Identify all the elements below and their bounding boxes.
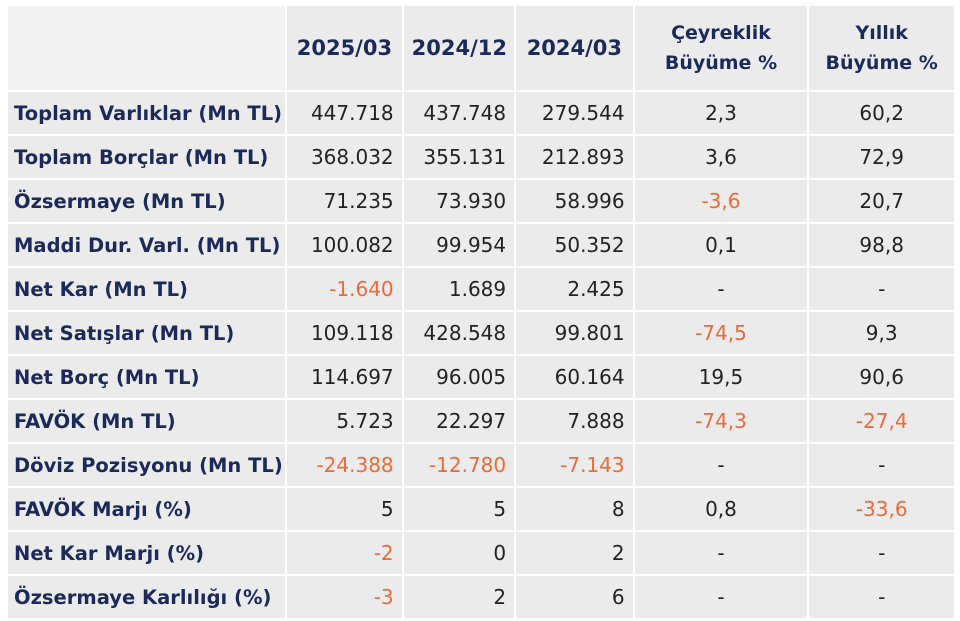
row-label: FAVÖK Marjı (%) — [8, 488, 286, 530]
value-cell: 2.425 — [516, 268, 633, 310]
value-cell: 58.996 — [516, 180, 633, 222]
value-cell: 114.697 — [287, 356, 402, 398]
table-row: Maddi Dur. Varl. (Mn TL) 100.082 99.954 50.… — [8, 224, 954, 266]
value-cell: 368.032 — [287, 136, 402, 178]
table-row: Net Kar Marjı (%) -2 0 2- - — [8, 532, 954, 574]
table-row: Net Satışlar (Mn TL) 109.118 428.548 99.801… — [8, 312, 954, 354]
growth-cell: - — [634, 268, 808, 310]
value-cell: -1.640 — [287, 268, 402, 310]
growth-cell: -74,5 — [634, 312, 808, 354]
growth-cell: -27,4 — [809, 400, 954, 442]
growth-cell: 9,3 — [809, 312, 954, 354]
header-2025-03: 2025/03 — [287, 6, 402, 90]
value-cell: 50.352 — [516, 224, 633, 266]
value-cell: 437.748 — [403, 92, 515, 134]
growth-cell: -3,6 — [634, 180, 808, 222]
growth-cell: - — [809, 268, 954, 310]
value-cell: 6 — [516, 576, 633, 618]
value-cell: 71.235 — [287, 180, 402, 222]
value-cell: 5 — [287, 488, 402, 530]
row-label: Net Kar Marjı (%) — [8, 532, 286, 574]
value-cell: 96.005 — [403, 356, 515, 398]
table-body: Toplam Varlıklar (Mn TL) 447.718 437.748 27… — [8, 92, 954, 618]
value-cell: 60.164 — [516, 356, 633, 398]
table-row: Toplam Borçlar (Mn TL) 368.032 355.131 212.… — [8, 136, 954, 178]
value-cell: 22.297 — [403, 400, 515, 442]
value-cell: 2 — [403, 576, 515, 618]
growth-cell: 20,7 — [809, 180, 954, 222]
value-cell: 355.131 — [403, 136, 515, 178]
value-cell: -3 — [287, 576, 402, 618]
table-row: Döviz Pozisyonu (Mn TL) -24.388 -12.780 -7.… — [8, 444, 954, 486]
growth-cell: -74,3 — [634, 400, 808, 442]
header-2024-03: 2024/03 — [516, 6, 633, 90]
row-label: Özsermaye (Mn TL) — [8, 180, 286, 222]
table-row: Özsermaye (Mn TL) 71.235 73.930 58.996 -3,6 2… — [8, 180, 954, 222]
growth-cell: 72,9 — [809, 136, 954, 178]
growth-cell: -33,6 — [809, 488, 954, 530]
growth-cell: 0,1 — [634, 224, 808, 266]
header-row: 2025/03 2024/12 2024/03 Çeyreklik Büyüme… — [8, 6, 954, 90]
growth-cell: 3,6 — [634, 136, 808, 178]
value-cell: 2 — [516, 532, 633, 574]
table-row: Net Kar (Mn TL) -1.640 1.689 2.425- - — [8, 268, 954, 310]
growth-cell: 90,6 — [809, 356, 954, 398]
value-cell: 8 — [516, 488, 633, 530]
table-row: Özsermaye Karlılığı (%) -3 2 6- - — [8, 576, 954, 618]
value-cell: 447.718 — [287, 92, 402, 134]
row-label: Döviz Pozisyonu (Mn TL) — [8, 444, 286, 486]
value-cell: -12.780 — [403, 444, 515, 486]
growth-cell: 2,3 — [634, 92, 808, 134]
value-cell: -24.388 — [287, 444, 402, 486]
value-cell: 99.801 — [516, 312, 633, 354]
table-row: FAVÖK Marjı (%) 5 5 8 0,8 -33,6 — [8, 488, 954, 530]
financial-summary-table: 2025/03 2024/12 2024/03 Çeyreklik Büyüme… — [6, 4, 956, 620]
value-cell: 99.954 — [403, 224, 515, 266]
row-label: Özsermaye Karlılığı (%) — [8, 576, 286, 618]
growth-cell: 0,8 — [634, 488, 808, 530]
growth-cell: - — [809, 576, 954, 618]
value-cell: 100.082 — [287, 224, 402, 266]
value-cell: 5.723 — [287, 400, 402, 442]
row-label: Maddi Dur. Varl. (Mn TL) — [8, 224, 286, 266]
value-cell: 1.689 — [403, 268, 515, 310]
value-cell: 5 — [403, 488, 515, 530]
table-row: FAVÖK (Mn TL) 5.723 22.297 7.888 -74,3 -27,4 — [8, 400, 954, 442]
value-cell: 109.118 — [287, 312, 402, 354]
row-label: Net Borç (Mn TL) — [8, 356, 286, 398]
value-cell: 279.544 — [516, 92, 633, 134]
row-label: FAVÖK (Mn TL) — [8, 400, 286, 442]
growth-cell: - — [634, 444, 808, 486]
growth-cell: 60,2 — [809, 92, 954, 134]
value-cell: 428.548 — [403, 312, 515, 354]
header-quarterly-growth: Çeyreklik Büyüme % — [634, 6, 808, 90]
growth-cell: - — [809, 532, 954, 574]
financial-summary-table-container: 2025/03 2024/12 2024/03 Çeyreklik Büyüme… — [6, 4, 956, 620]
row-label: Toplam Borçlar (Mn TL) — [8, 136, 286, 178]
growth-cell: 19,5 — [634, 356, 808, 398]
table-row: Net Borç (Mn TL) 114.697 96.005 60.164 19,5 9… — [8, 356, 954, 398]
value-cell: 7.888 — [516, 400, 633, 442]
growth-cell: - — [634, 576, 808, 618]
growth-cell: - — [634, 532, 808, 574]
header-annual-growth: Yıllık Büyüme % — [809, 6, 954, 90]
table-row: Toplam Varlıklar (Mn TL) 447.718 437.748 27… — [8, 92, 954, 134]
growth-cell: 98,8 — [809, 224, 954, 266]
value-cell: 212.893 — [516, 136, 633, 178]
value-cell: 73.930 — [403, 180, 515, 222]
row-label: Net Kar (Mn TL) — [8, 268, 286, 310]
value-cell: -7.143 — [516, 444, 633, 486]
value-cell: -2 — [287, 532, 402, 574]
value-cell: 0 — [403, 532, 515, 574]
row-label: Toplam Varlıklar (Mn TL) — [8, 92, 286, 134]
header-corner-cell — [8, 6, 286, 90]
growth-cell: - — [809, 444, 954, 486]
row-label: Net Satışlar (Mn TL) — [8, 312, 286, 354]
header-2024-12: 2024/12 — [403, 6, 515, 90]
